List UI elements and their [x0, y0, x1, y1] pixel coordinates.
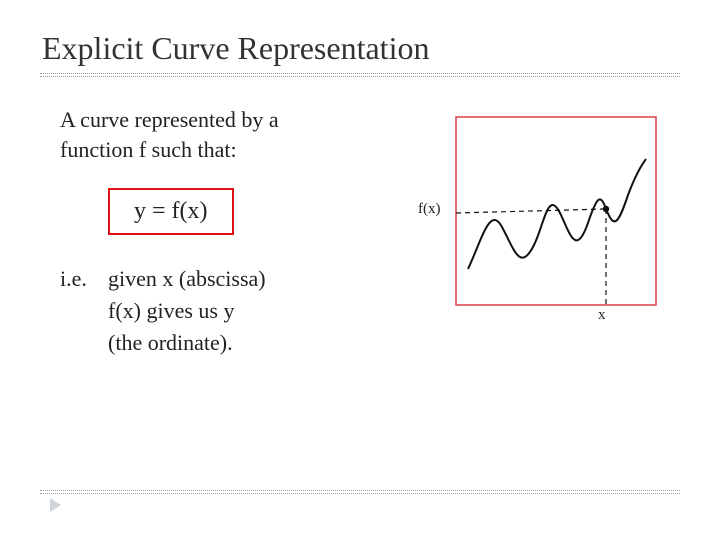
- footer-rule: [40, 490, 680, 494]
- expl-line1: given x (abscissa): [108, 263, 266, 295]
- ie-label: i.e.: [60, 263, 108, 359]
- curve-point: [603, 206, 609, 212]
- expl-line3: (the ordinate).: [108, 327, 266, 359]
- figure: f(x) x: [420, 109, 665, 329]
- fx-label: f(x): [418, 201, 441, 218]
- footer-marker-icon: [50, 498, 61, 512]
- x-label: x: [598, 307, 606, 324]
- intro-line1: A curve represented by a: [60, 107, 279, 132]
- title-underline: [40, 73, 680, 77]
- left-column: A curve represented by a function f such…: [40, 105, 400, 359]
- right-column: f(x) x: [420, 105, 680, 359]
- formula-text: y = f(x): [134, 198, 208, 224]
- intro-text: A curve represented by a function f such…: [60, 105, 400, 164]
- expl-line2: f(x) gives us y: [108, 295, 266, 327]
- figure-svg: [420, 109, 665, 329]
- explanation: i.e. given x (abscissa) f(x) gives us y …: [60, 263, 400, 359]
- content-row: A curve represented by a function f such…: [40, 105, 680, 359]
- formula-box: y = f(x): [108, 188, 234, 235]
- slide-title: Explicit Curve Representation: [40, 30, 680, 67]
- intro-line2: function f such that:: [60, 137, 237, 162]
- figure-frame: [456, 117, 656, 305]
